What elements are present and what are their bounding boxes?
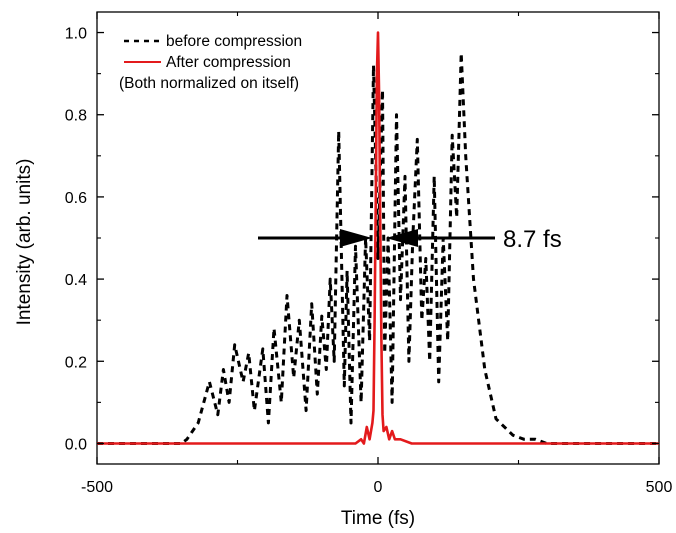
- legend-note: (Both normalized on itself): [119, 75, 299, 92]
- left-arrowhead: [340, 229, 372, 247]
- x-axis-title: Time (fs): [341, 508, 415, 529]
- y-tick-label: 1.0: [65, 26, 87, 43]
- y-tick-label: 0.8: [65, 108, 87, 125]
- axes: -500 0 500 0.0 0.2 0.4 0.6 0.8 1.0 Time (fs) Inten…: [14, 12, 672, 529]
- y-tick-label: 0.0: [65, 436, 87, 453]
- x-tick-label: 500: [646, 479, 673, 496]
- y-tick-label: 0.6: [65, 190, 87, 207]
- legend-label-1: After compression: [166, 54, 291, 71]
- y-axis-title: Intensity (arb. units): [14, 159, 35, 326]
- series-line-1: [97, 31, 659, 445]
- right-arrowhead: [386, 229, 418, 247]
- y-tick-label: 0.4: [65, 272, 87, 289]
- legend: before compression After compression (Both…: [119, 33, 302, 92]
- annotation-layer: 8.7 fs: [258, 226, 562, 253]
- annotation-label: 8.7 fs: [503, 226, 562, 253]
- series-line-0: [97, 51, 659, 445]
- series-layer: [97, 31, 659, 445]
- y-tick-label: 0.2: [65, 354, 87, 371]
- legend-label-0: before compression: [166, 33, 302, 50]
- x-tick-label: -500: [81, 479, 113, 496]
- x-tick-label: 0: [374, 479, 383, 496]
